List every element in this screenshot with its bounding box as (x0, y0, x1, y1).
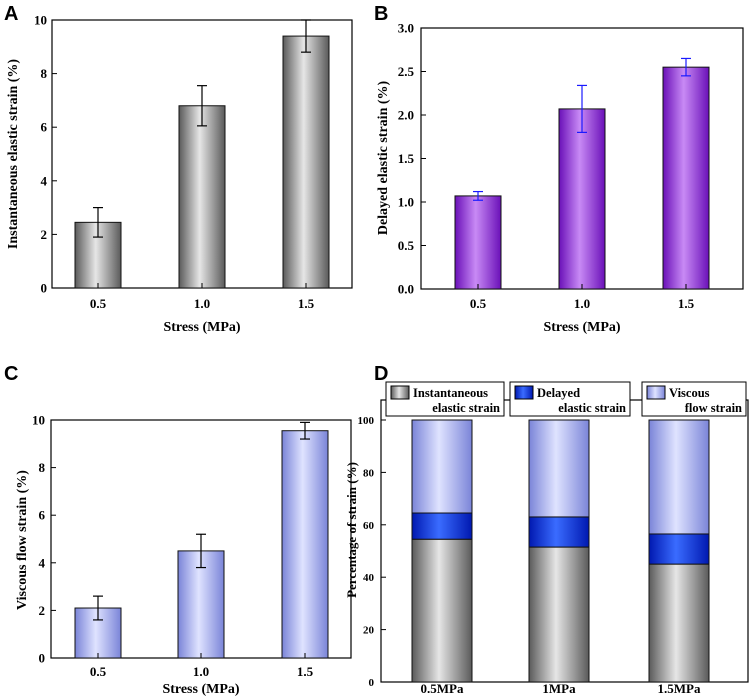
y-tick-label: 60 (363, 520, 375, 532)
y-tick-label: 20 (363, 625, 375, 637)
legend-swatch (514, 385, 534, 400)
legend-label-line2: elastic strain (558, 401, 626, 415)
x-tick-label: 0.5 (90, 296, 107, 311)
y-tick-label: 2 (39, 603, 46, 618)
bars-a (74, 19, 330, 289)
bar (178, 105, 226, 289)
x-ticks-d: 0.5MPa 1MPa 1.5MPa (421, 681, 701, 696)
x-tick-label: 0.5 (470, 296, 487, 311)
bar (662, 66, 710, 290)
x-tick-label: 0.5MPa (421, 681, 464, 696)
chart-panel-d: 0 20 40 60 80 100 0.5MPa 1MPa 1.5MPa Instantane… (344, 381, 749, 696)
bar (558, 108, 606, 290)
y-tick-label: 10 (34, 13, 47, 28)
bar (282, 35, 330, 289)
y-tick-label: 6 (39, 508, 46, 523)
y-axis-label-d: Percentage of strain (%) (344, 462, 359, 598)
y-tick-label: 6 (41, 120, 48, 135)
y-axis-label-a: Instantaneous elastic strain (%) (6, 59, 21, 250)
y-tick-label: 4 (41, 173, 48, 188)
y-tick-label: 8 (41, 66, 48, 81)
chart-panel-b: 0.0 0.5 1.0 1.5 2.0 2.5 3.0 0.5 1.0 1.5 Stress (… (376, 21, 744, 335)
y-tick-label: 100 (358, 415, 375, 427)
x-axis-label-c: Stress (MPa) (162, 682, 239, 697)
y-tick-label: 4 (39, 555, 46, 570)
y-tick-label: 1.0 (398, 195, 414, 210)
y-tick-label: 10 (32, 413, 45, 428)
y-tick-label: 2.5 (398, 64, 415, 79)
legend-swatch (646, 385, 666, 400)
x-tick-label: 1.0 (193, 664, 209, 679)
y-ticks-a: 0 2 4 6 8 10 (34, 13, 57, 296)
x-axis-label-b: Stress (MPa) (543, 320, 620, 335)
y-tick-label: 2.0 (398, 108, 414, 123)
legend-swatch (390, 385, 410, 400)
bars-c (74, 421, 329, 659)
y-axis-label-b: Delayed elastic strain (%) (376, 80, 391, 235)
bar (281, 430, 329, 659)
y-tick-label: 0 (41, 281, 48, 296)
x-axis-label-a: Stress (MPa) (163, 320, 240, 335)
y-tick-label: 40 (363, 572, 375, 584)
y-ticks-c: 0 2 4 6 8 10 (32, 413, 56, 666)
x-ticks-c: 0.5 1.0 1.5 (90, 653, 314, 679)
x-tick-label: 0.5 (90, 664, 107, 679)
x-tick-label: 1MPa (542, 681, 576, 696)
y-tick-label: 0 (39, 651, 46, 666)
bar (177, 550, 225, 659)
y-tick-label: 0.5 (398, 238, 415, 253)
stack-segment (411, 419, 473, 514)
panel-label-b: B (374, 3, 388, 25)
y-tick-label: 0 (369, 677, 375, 689)
legend-label-line1: Delayed (537, 386, 580, 400)
y-tick-label: 0.0 (398, 282, 414, 297)
x-tick-label: 1.0 (194, 296, 210, 311)
stack-segment (528, 516, 590, 548)
x-ticks-b: 0.5 1.0 1.5 (470, 284, 695, 311)
y-ticks-d: 0 20 40 60 80 100 (358, 415, 386, 689)
stack-segment (528, 546, 590, 683)
x-tick-label: 1.5MPa (658, 681, 701, 696)
panel-label-a: A (4, 3, 18, 25)
stack-segment (411, 538, 473, 683)
x-tick-label: 1.5 (297, 664, 314, 679)
legend-label-line2: elastic strain (432, 401, 500, 415)
y-axis-label-c: Viscous flow strain (%) (15, 470, 30, 610)
stack-segment (648, 533, 710, 565)
x-ticks-a: 0.5 1.0 1.5 (90, 283, 315, 311)
stack-segment (528, 419, 590, 518)
legend-label-line1: Instantaneous (413, 386, 488, 400)
bar (454, 195, 502, 290)
y-tick-label: 2 (41, 227, 48, 242)
chart-panel-c: 0 2 4 6 8 10 0.5 1.0 1.5 Stress (MPa) Viscous f… (15, 413, 352, 697)
y-tick-label: 80 (363, 467, 375, 479)
x-tick-label: 1.0 (574, 296, 590, 311)
legend-label-line2: flow strain (685, 401, 742, 415)
y-tick-label: 8 (39, 460, 46, 475)
stack-segment (648, 563, 710, 683)
bars-b (454, 57, 710, 290)
y-tick-label: 1.5 (398, 151, 415, 166)
stacked-bars-d (411, 419, 710, 683)
y-ticks-b: 0.0 0.5 1.0 1.5 2.0 2.5 3.0 (398, 21, 426, 297)
x-tick-label: 1.5 (678, 296, 695, 311)
panel-label-d: D (374, 363, 388, 385)
stack-segment (411, 512, 473, 540)
chart-panel-a: 0 2 4 6 8 10 0.5 1.0 1.5 Stress (MPa) Instantan… (6, 13, 353, 335)
panel-label-c: C (4, 363, 18, 385)
stack-segment (648, 419, 710, 535)
x-tick-label: 1.5 (298, 296, 315, 311)
y-tick-label: 3.0 (398, 21, 414, 36)
legend-label-line1: Viscous (669, 386, 710, 400)
